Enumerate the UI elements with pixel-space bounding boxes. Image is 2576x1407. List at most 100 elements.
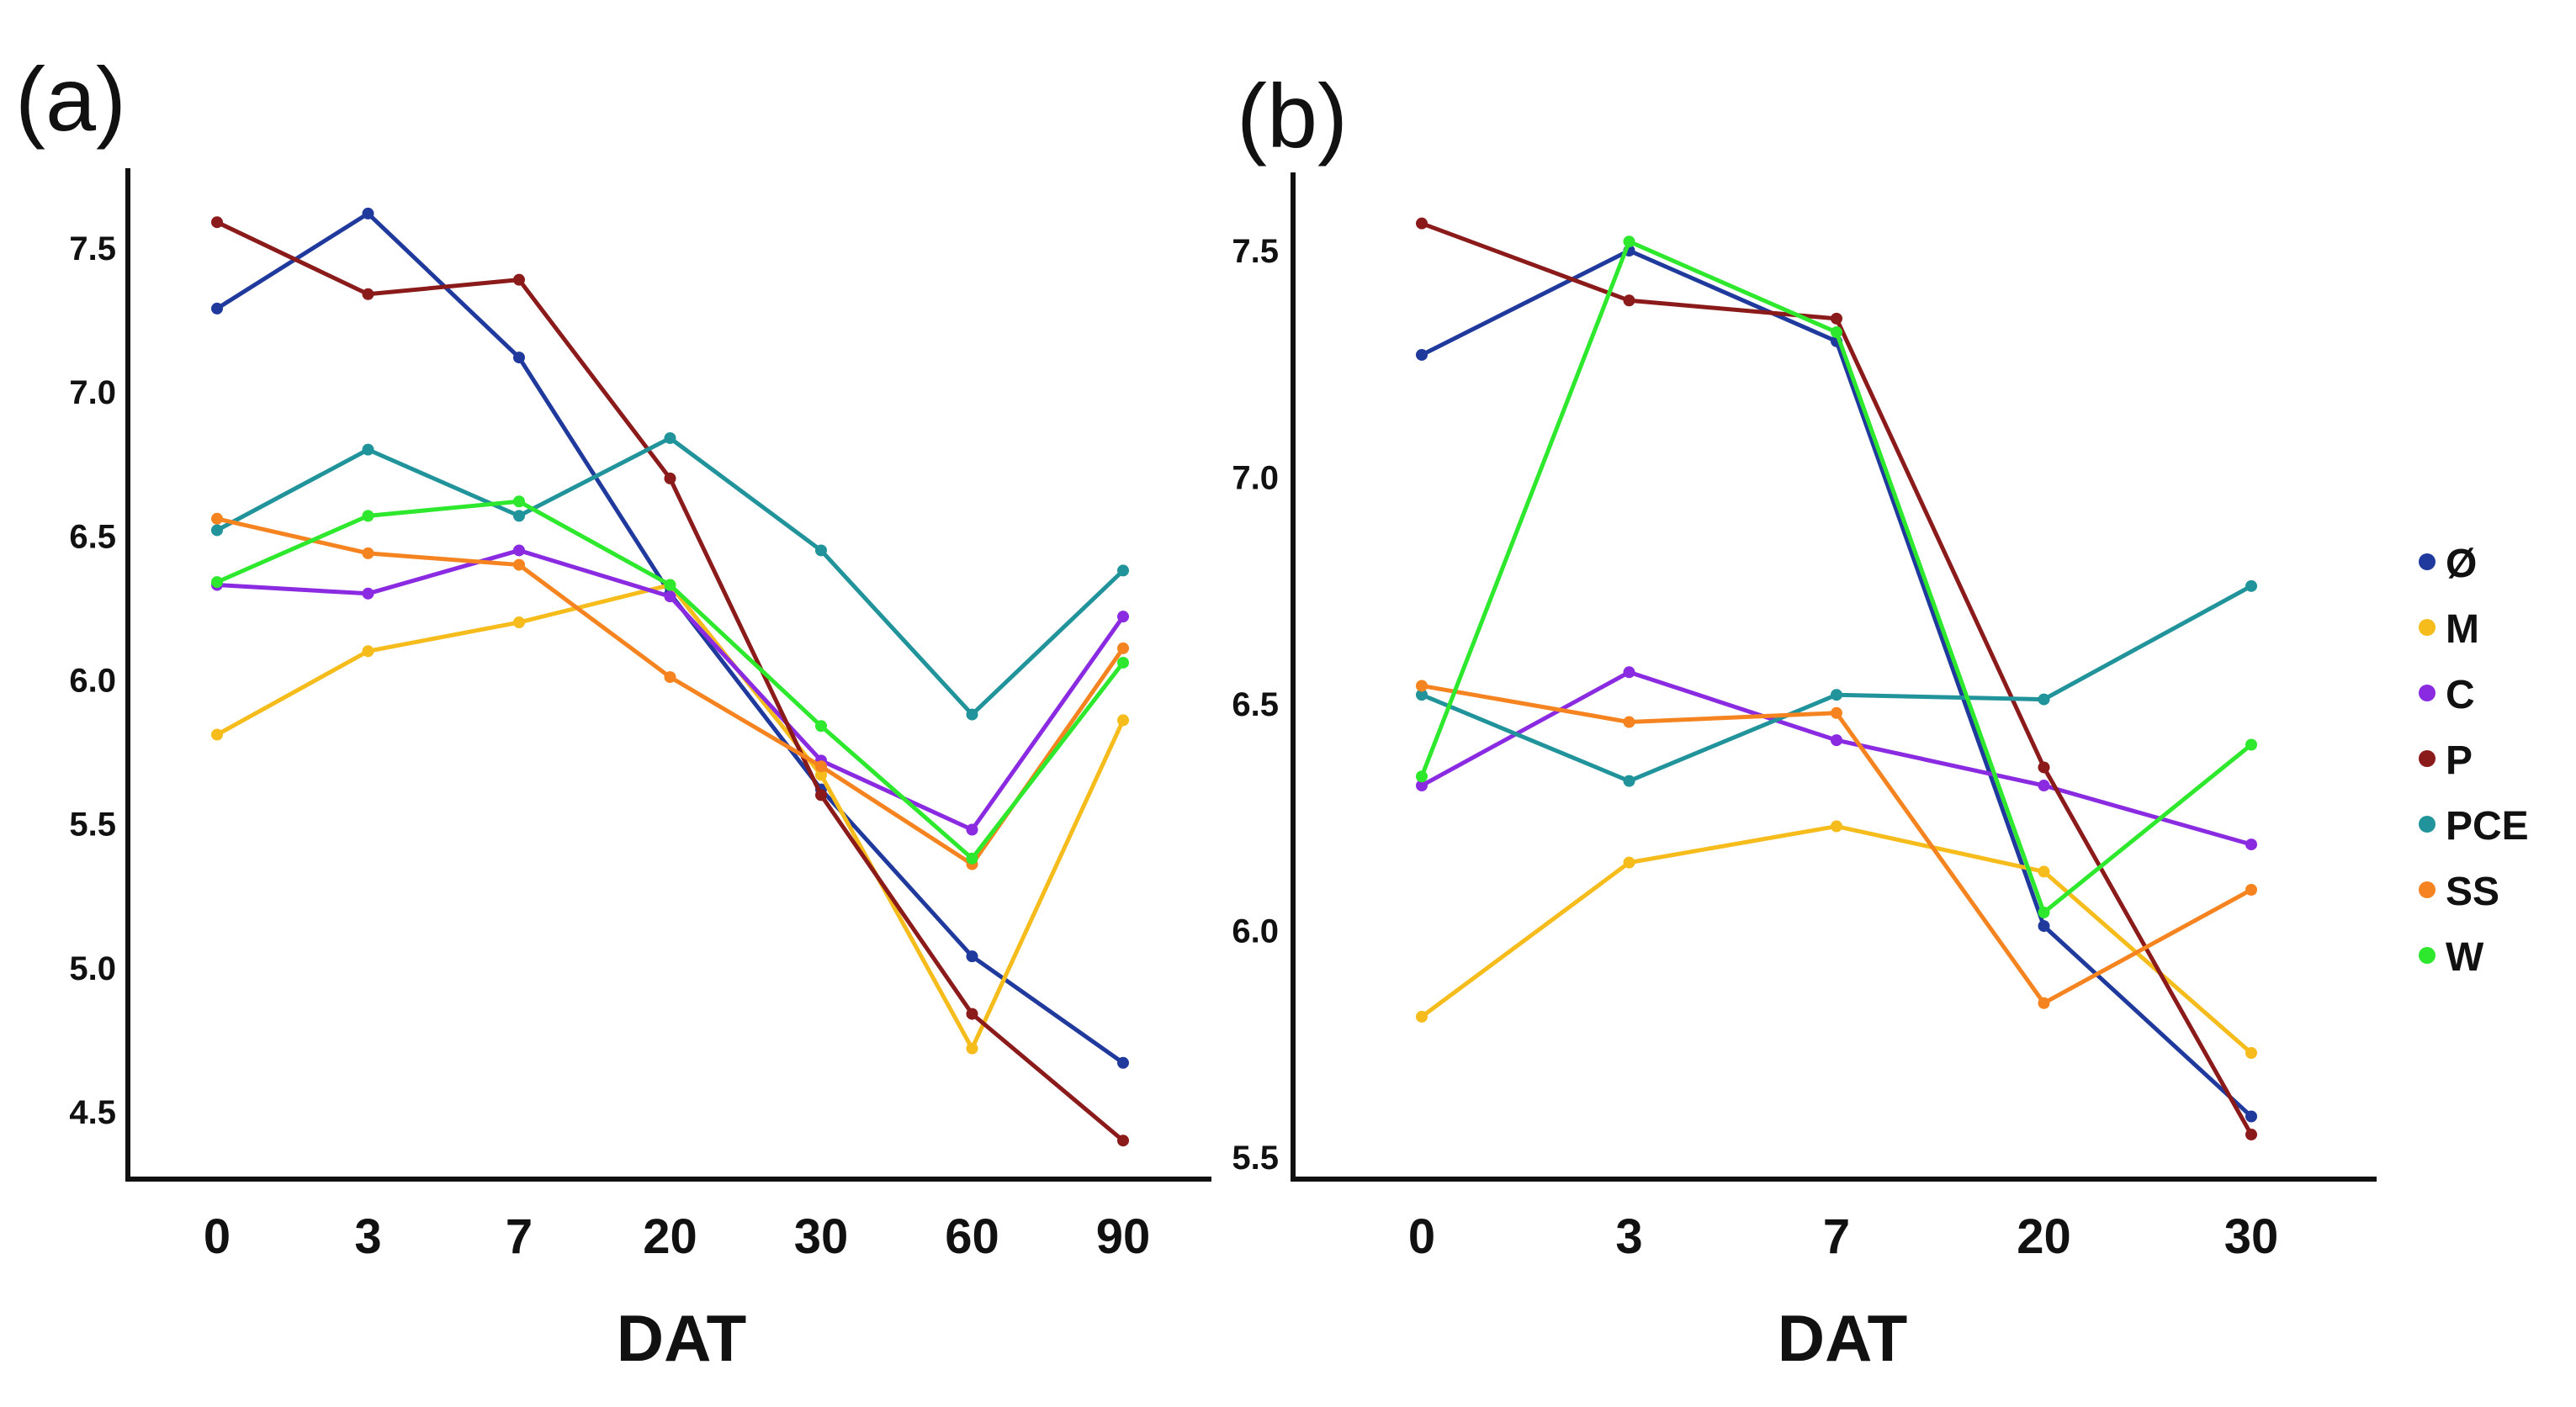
- panel-a-x-tick-label: 90: [1096, 1209, 1151, 1264]
- data-point: [815, 769, 827, 781]
- data-point: [211, 576, 223, 589]
- data-point: [1416, 348, 1428, 361]
- data-point: [2038, 920, 2050, 933]
- data-point: [966, 708, 978, 721]
- panel-b-series-p: [1416, 217, 2257, 1141]
- data-point: [1117, 714, 1129, 727]
- data-point: [966, 950, 978, 963]
- panel-a-y-tick-label: 5.5: [69, 807, 116, 844]
- panel-b-y-tick-label: 5.5: [1232, 1140, 1279, 1177]
- series-line: [1419, 824, 2254, 1055]
- panel-a-x-axis-title: DAT: [617, 1301, 747, 1375]
- data-point: [211, 302, 223, 315]
- data-point: [2038, 780, 2050, 792]
- panel-a-x-tick-label: 3: [354, 1209, 381, 1264]
- panel-b-plot-area: 5.5 6.0 6.5 7.0 7.5 0 3 7 20 30: [1232, 172, 2377, 1264]
- data-point: [2245, 738, 2257, 751]
- data-point: [513, 510, 525, 522]
- legend-item: C: [2419, 673, 2475, 717]
- panel-a-series-control: [211, 207, 1129, 1069]
- panel-a-x-tick-label: 7: [506, 1209, 533, 1264]
- data-point: [2245, 1047, 2257, 1060]
- legend-marker: [2419, 553, 2436, 570]
- data-point: [1416, 217, 1428, 230]
- panel-a-series-w: [211, 495, 1129, 865]
- data-point: [664, 671, 676, 684]
- panel-b-series-ss: [1416, 680, 2257, 1009]
- panel-b-y-tick-label: 7.0: [1232, 460, 1279, 497]
- legend-marker: [2419, 750, 2436, 767]
- data-point: [2245, 1129, 2257, 1141]
- data-point: [1623, 294, 1635, 307]
- panel-b-x-tick-label: 7: [1823, 1209, 1850, 1264]
- data-point: [1117, 642, 1129, 654]
- panel-a-x-tick-label: 30: [794, 1209, 849, 1264]
- panel-a-y-tick-label: 5.0: [69, 950, 116, 987]
- data-point: [2245, 579, 2257, 592]
- data-point: [966, 1008, 978, 1020]
- legend-label: M: [2446, 607, 2479, 652]
- data-point: [1117, 656, 1129, 669]
- data-point: [1416, 689, 1428, 701]
- data-point: [362, 510, 374, 522]
- data-point: [211, 524, 223, 537]
- legend-item: PCE: [2419, 804, 2529, 849]
- panel-a-series-p: [211, 216, 1129, 1147]
- data-point: [966, 1042, 978, 1055]
- panel-a-x-tick-label: 20: [643, 1209, 697, 1264]
- panel-a-x-tick-label: 0: [204, 1209, 231, 1264]
- panel-b-series-control: [1416, 245, 2257, 1123]
- data-point: [362, 587, 374, 600]
- panel-b-x-axis-title: DAT: [1778, 1301, 1908, 1375]
- data-point: [362, 547, 374, 559]
- data-point: [815, 789, 827, 801]
- panel-b-y-tick-label: 6.5: [1232, 686, 1279, 723]
- data-point: [1416, 680, 1428, 692]
- panel-a-x-tick-label: 60: [945, 1209, 999, 1264]
- data-point: [966, 852, 978, 865]
- data-point: [1831, 326, 1842, 339]
- data-point: [513, 495, 525, 508]
- panel-b: (b) 5.5 6.0 6.5 7.0 7.5 0 3 7 20 30 DAT: [1232, 65, 2377, 1375]
- panel-a-series-pce: [211, 431, 1129, 721]
- legend-item: SS: [2419, 870, 2499, 914]
- data-point: [2038, 906, 2050, 918]
- data-point: [815, 544, 827, 557]
- panel-a-y-tick-label: 6.5: [69, 518, 116, 555]
- data-point: [1831, 706, 1842, 719]
- data-point: [1416, 1010, 1428, 1023]
- panel-b-series-m: [1416, 820, 2257, 1060]
- legend-item: Ø: [2419, 542, 2477, 586]
- panel-b-x-tick-label: 30: [2224, 1209, 2279, 1264]
- legend-label: Ø: [2446, 542, 2477, 586]
- data-point: [2245, 838, 2257, 851]
- legend-marker: [2419, 881, 2436, 898]
- panel-a-y-tick-label: 7.5: [69, 230, 116, 267]
- panel-a-series-m: [211, 579, 1129, 1055]
- legend-marker: [2419, 619, 2436, 636]
- panel-b-x-tick-label: 3: [1615, 1209, 1642, 1264]
- data-point: [664, 431, 676, 444]
- panel-b-y-tick-label: 7.5: [1232, 233, 1279, 270]
- panel-a-plot-area: 4.5 5.0 5.5 6.0 6.5 7.0 7.5 0 3 7 20 30 60 90: [69, 168, 1211, 1264]
- panel-a-label: (a): [15, 48, 126, 150]
- data-point: [1117, 611, 1129, 623]
- panel-a-y-tick-label: 7.0: [69, 374, 116, 411]
- data-point: [664, 590, 676, 603]
- panel-a-y-tick-label: 6.0: [69, 663, 116, 700]
- panel-a-series-ss: [211, 512, 1129, 870]
- panel-a-y-tick-label: 4.5: [69, 1094, 116, 1131]
- data-point: [2245, 883, 2257, 896]
- data-point: [211, 728, 223, 741]
- legend-marker: [2419, 685, 2436, 701]
- series-line: [215, 516, 1126, 867]
- data-point: [1416, 780, 1428, 792]
- legend-marker: [2419, 816, 2436, 833]
- series-line: [215, 211, 1126, 1066]
- data-point: [664, 472, 676, 484]
- data-point: [2038, 997, 2050, 1009]
- data-point: [1117, 564, 1129, 577]
- legend-item: P: [2419, 738, 2473, 783]
- data-point: [1416, 770, 1428, 783]
